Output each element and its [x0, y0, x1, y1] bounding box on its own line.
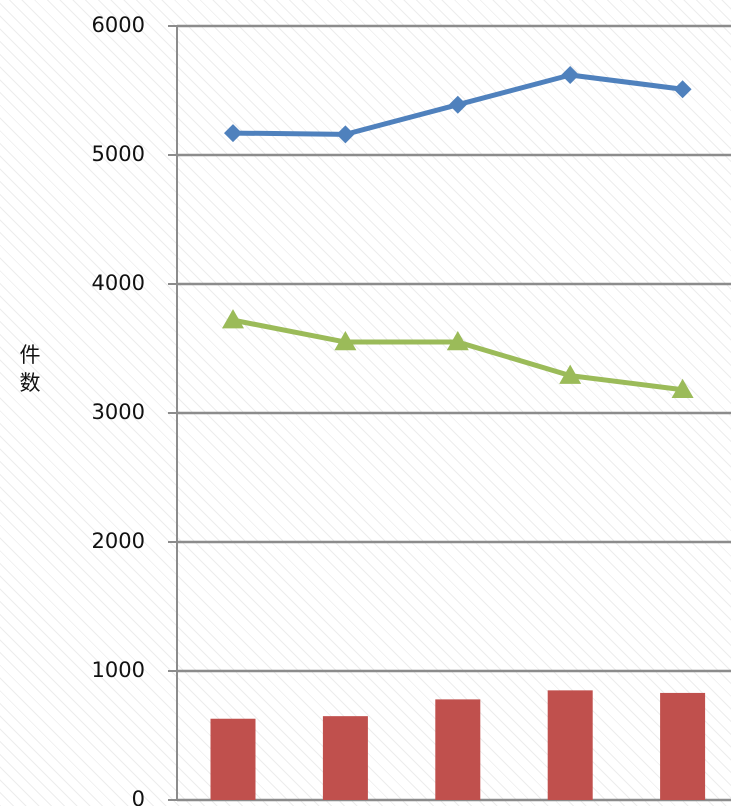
y-tick-label: 5000 [92, 142, 145, 166]
y-axis-label: 件数 [20, 343, 41, 395]
bar [435, 699, 481, 800]
series-line [230, 317, 686, 393]
line-series [222, 66, 694, 399]
data-point-triangle [671, 378, 694, 399]
y-axis-label-char: 数 [20, 371, 41, 395]
data-point-diamond [448, 95, 467, 114]
data-point-diamond [224, 124, 242, 143]
data-point-diamond [673, 80, 692, 99]
bar [210, 718, 256, 800]
data-point-diamond [561, 66, 580, 85]
y-axis-label-char: 件 [20, 343, 41, 367]
y-tick-label: 0 [132, 787, 145, 806]
bar [547, 690, 593, 800]
y-tick-label: 3000 [92, 400, 145, 424]
bar-series [210, 690, 706, 800]
y-tick-label: 6000 [92, 13, 145, 37]
bar [660, 692, 706, 800]
data-point-triangle [559, 364, 582, 384]
y-tick-label: 2000 [92, 529, 145, 553]
data-point-triangle [334, 331, 357, 351]
bar [322, 716, 368, 800]
gridlines [168, 24, 731, 802]
data-point-diamond [336, 125, 355, 144]
y-tick-label: 4000 [92, 271, 145, 295]
data-point-triangle [222, 309, 244, 329]
y-tick-label: 1000 [92, 658, 145, 682]
data-point-triangle [446, 331, 469, 351]
y-tick-labels: 0 1000 2000 3000 4000 5000 6000 [92, 13, 145, 806]
